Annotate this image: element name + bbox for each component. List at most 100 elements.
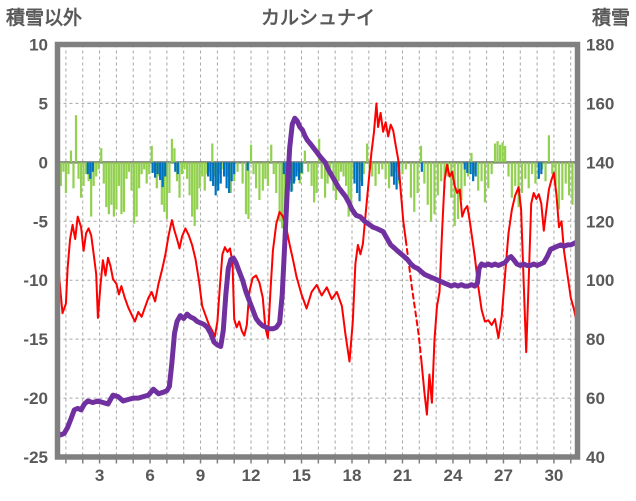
green-bars-bar — [320, 162, 323, 179]
temperature-red-segment — [420, 163, 578, 416]
right-axis-label: 140 — [586, 153, 614, 172]
green-bars-bar — [323, 162, 327, 198]
green-bars-bar — [339, 162, 343, 172]
green-bars-bar — [409, 162, 412, 198]
green-bars-bar — [362, 162, 365, 175]
right-axis-label: 40 — [586, 448, 605, 467]
plot-frame — [54, 41, 581, 460]
blue-bars-bar — [466, 162, 469, 173]
right-axis-labels: 180 160 140 120 100 80 60 40 — [586, 36, 614, 468]
blue-bars-bar — [91, 162, 94, 172]
x-axis-label: 24 — [444, 466, 463, 485]
green-bars-bar — [82, 162, 85, 186]
blue-bars-bar — [420, 162, 423, 172]
green-bars-bar — [143, 162, 146, 170]
blue-bars-bar — [463, 162, 466, 170]
green-bars-bar — [168, 162, 171, 193]
blue-bars-bar — [355, 162, 359, 193]
green-bars-bar — [487, 162, 490, 189]
green-bars-bar — [90, 162, 93, 217]
green-bars-bar — [130, 162, 133, 191]
blue-bars-bar — [156, 162, 159, 175]
x-axis-label: 12 — [242, 466, 261, 485]
blue-bars-bar — [223, 162, 226, 177]
blue-bars-bar — [358, 162, 361, 202]
blue-bars-bar — [214, 162, 217, 196]
green-bars-bar — [429, 162, 433, 222]
green-bars-bar — [100, 148, 103, 163]
green-bars-bar — [496, 141, 499, 163]
green-bars-bar — [504, 145, 507, 163]
green-bars-bar — [423, 162, 426, 184]
x-axis-label: 27 — [494, 466, 513, 485]
green-bars-bar — [64, 162, 68, 193]
green-bars-bar — [374, 162, 377, 186]
green-bars-bar — [264, 162, 267, 179]
green-bars-bar — [547, 135, 550, 163]
green-bars-bar — [551, 162, 554, 175]
green-bars-bar — [313, 162, 316, 203]
green-bars-bar — [122, 162, 126, 212]
green-bars-bar — [571, 162, 574, 205]
green-bars-bar — [62, 162, 65, 172]
right-axis-label: 80 — [586, 330, 605, 349]
green-bars-bar — [69, 150, 73, 163]
green-bars-bar — [150, 145, 153, 163]
green-bars-bar — [426, 162, 429, 205]
blue-bars-bar — [161, 162, 164, 188]
green-bars-bar — [318, 138, 321, 163]
blue-bars-bar — [295, 162, 298, 177]
x-axis-label: 21 — [393, 466, 412, 485]
green-bars-bar — [436, 162, 439, 196]
x-axis-label: 6 — [145, 466, 154, 485]
blue-bars-bar — [230, 162, 233, 182]
green-bars-bar — [74, 115, 78, 163]
green-bars-bar — [315, 162, 318, 193]
green-bars-bar — [307, 162, 310, 172]
blue-bars-bar — [228, 162, 231, 193]
plot-area: 10 5 0 -5 -10 -15 -20 -25 180 160 140 120 100 80 60 40 3… — [23, 36, 614, 486]
green-bars-bar — [163, 162, 166, 212]
green-bars-bar — [433, 162, 436, 215]
green-bars-bar — [275, 162, 278, 193]
right-axis-label: 60 — [586, 389, 605, 408]
green-bars-bar — [544, 162, 547, 182]
green-bars-bar — [148, 162, 151, 175]
temperature-red — [57, 102, 578, 416]
green-bars-bar — [117, 162, 121, 186]
green-bars-bar — [155, 162, 158, 189]
green-bars-bar — [112, 162, 115, 217]
green-bars-bar — [196, 162, 199, 210]
green-bars-bar — [140, 162, 143, 175]
blue-bars-bar — [469, 162, 472, 175]
blue-bars-bar — [219, 162, 222, 184]
blue-bars-bar — [212, 162, 215, 186]
left-axis-label: -25 — [23, 448, 48, 467]
green-bars-bar — [247, 162, 250, 219]
green-bars-bar — [366, 143, 369, 163]
green-bars — [57, 115, 577, 229]
temperature-red-segment — [57, 102, 407, 363]
blue-bars-bar — [225, 162, 228, 189]
green-bars-bar — [310, 162, 313, 186]
green-bars-bar — [241, 162, 244, 184]
green-bars-bar — [483, 162, 487, 203]
blue-bars-bar — [472, 162, 475, 182]
green-bars-bar — [498, 144, 502, 163]
green-bars-bar — [211, 143, 214, 163]
green-bars-bar — [450, 162, 453, 198]
green-bars-bar — [283, 162, 286, 212]
green-bars-bar — [188, 162, 191, 196]
blue-bars-bar — [540, 162, 543, 175]
blue-bars-bar — [361, 162, 364, 186]
green-bars-bar — [252, 162, 255, 175]
green-bars-bar — [387, 162, 391, 189]
green-bars-bar — [534, 162, 537, 184]
left-axis-label: 10 — [29, 36, 48, 55]
green-bars-bar — [453, 162, 456, 226]
green-bars-bar — [72, 162, 75, 189]
green-bars-bar — [120, 162, 123, 215]
green-bars-bar — [460, 162, 463, 201]
green-bars-bar — [165, 162, 168, 219]
